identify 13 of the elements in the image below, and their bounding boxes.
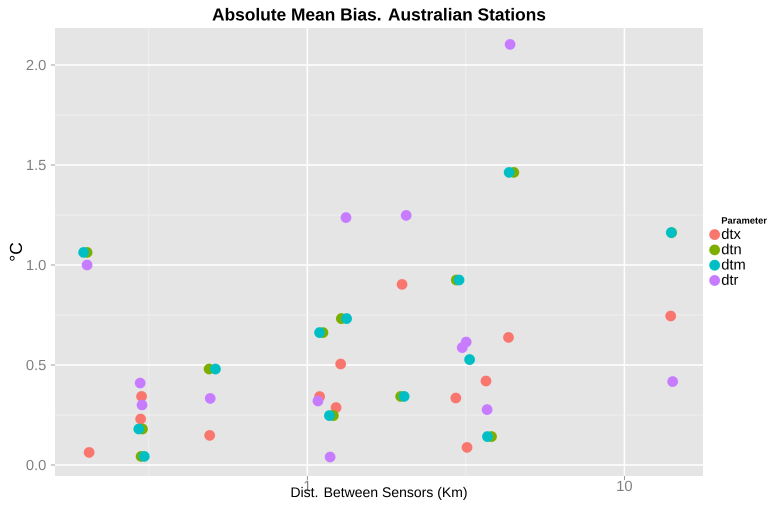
legend-title: Parameter xyxy=(722,217,767,224)
x-tick-label: 10 xyxy=(617,480,632,492)
y-tick-label: 0.5 xyxy=(26,360,46,370)
chart-title: Absolute Mean Bias. Australian Stations xyxy=(212,8,546,21)
legend-label: dtx xyxy=(722,228,741,240)
y-axis-title: °C xyxy=(10,242,22,261)
y-tick-label: 0.0 xyxy=(26,460,46,470)
y-tick-label: 1.5 xyxy=(27,160,46,170)
legend-label: dtn xyxy=(722,244,741,254)
y-tick-label: 1.0 xyxy=(27,260,46,270)
legend-label: dtm xyxy=(722,258,745,270)
legend-label: dtr xyxy=(722,274,738,285)
y-tick-label: 2.0 xyxy=(26,60,46,70)
